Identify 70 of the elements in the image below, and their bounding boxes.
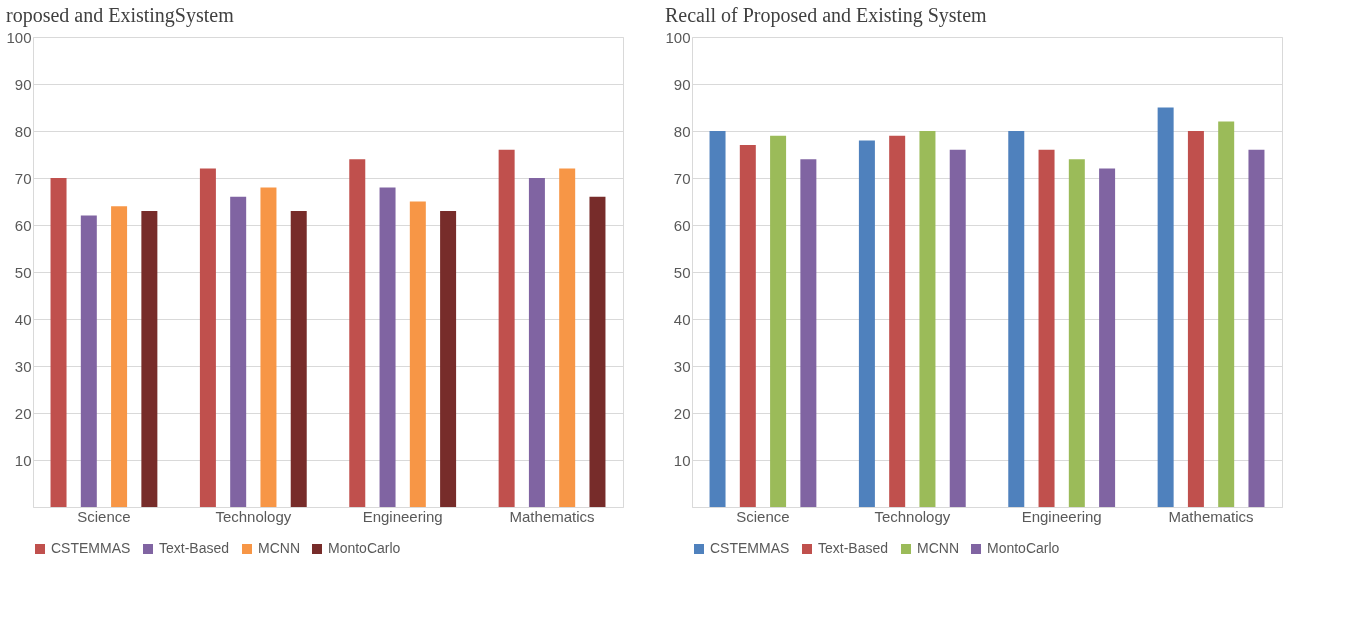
bar <box>528 178 545 507</box>
bar <box>1157 107 1174 507</box>
y-tick-label: 70 <box>673 169 691 187</box>
x-tick-label: Mathematics <box>509 507 595 525</box>
y-tick-label: 20 <box>14 404 32 422</box>
bar <box>709 131 726 507</box>
y-tick-label: 70 <box>14 169 32 187</box>
bar <box>141 210 158 507</box>
bar <box>199 168 216 507</box>
bar <box>80 215 97 507</box>
bar <box>1248 149 1265 507</box>
y-tick-label: 100 <box>665 28 691 46</box>
y-tick-label: 60 <box>14 216 32 234</box>
y-tick-label: 10 <box>14 451 32 469</box>
bar <box>50 178 67 507</box>
y-tick-label: 80 <box>14 122 32 140</box>
bar <box>498 149 515 507</box>
bar <box>1187 131 1204 507</box>
bar <box>230 196 247 507</box>
bar <box>919 131 936 507</box>
bar <box>440 210 457 507</box>
y-tick-label: 60 <box>673 216 691 234</box>
bar <box>1008 131 1025 507</box>
bar <box>409 201 426 507</box>
y-tick-label: 80 <box>673 122 691 140</box>
bar <box>1218 121 1235 507</box>
x-tick-label: Science <box>77 507 131 525</box>
bar <box>589 196 606 507</box>
y-tick-label: 10 <box>673 451 691 469</box>
legend-label: CSTEMMAS <box>51 540 131 556</box>
bar <box>559 168 576 507</box>
y-tick-label: 20 <box>673 404 691 422</box>
legend-label: MCNN <box>917 540 959 556</box>
x-tick-label: Technology <box>215 507 292 525</box>
bar <box>111 206 128 507</box>
x-tick-label: Mathematics <box>1168 507 1254 525</box>
bar <box>858 140 875 507</box>
legend-label: CSTEMMAS <box>710 540 790 556</box>
bar <box>1068 159 1085 507</box>
legend-label: Text-Based <box>159 540 230 556</box>
bar <box>1038 149 1055 507</box>
x-tick-label: Science <box>736 507 790 525</box>
bar <box>260 187 277 507</box>
y-tick-label: 40 <box>673 310 691 328</box>
x-tick-label: Engineering <box>362 507 443 525</box>
y-tick-label: 50 <box>14 263 32 281</box>
bar <box>379 187 396 507</box>
y-tick-label: 50 <box>673 263 691 281</box>
bar <box>349 159 366 507</box>
bar <box>949 149 966 507</box>
chart-title: Recall of Proposed and Existing System <box>664 4 988 27</box>
legend-label: MCNN <box>258 540 300 556</box>
chart-title: roposed and ExistingSystem <box>5 4 235 27</box>
bar <box>739 145 756 507</box>
y-tick-label: 90 <box>14 75 32 93</box>
bar <box>889 135 906 507</box>
bar <box>770 135 787 507</box>
y-tick-label: 30 <box>14 357 32 375</box>
legend-label: Text-Based <box>818 540 889 556</box>
y-tick-label: 90 <box>673 75 691 93</box>
x-tick-label: Engineering <box>1021 507 1102 525</box>
bar <box>800 159 817 507</box>
bar <box>290 210 307 507</box>
y-tick-label: 30 <box>673 357 691 375</box>
y-tick-label: 100 <box>6 28 32 46</box>
x-tick-label: Technology <box>874 507 951 525</box>
bar <box>1099 168 1116 507</box>
legend-label: MontoCarlo <box>987 540 1060 556</box>
y-tick-label: 40 <box>14 310 32 328</box>
legend-label: MontoCarlo <box>328 540 401 556</box>
